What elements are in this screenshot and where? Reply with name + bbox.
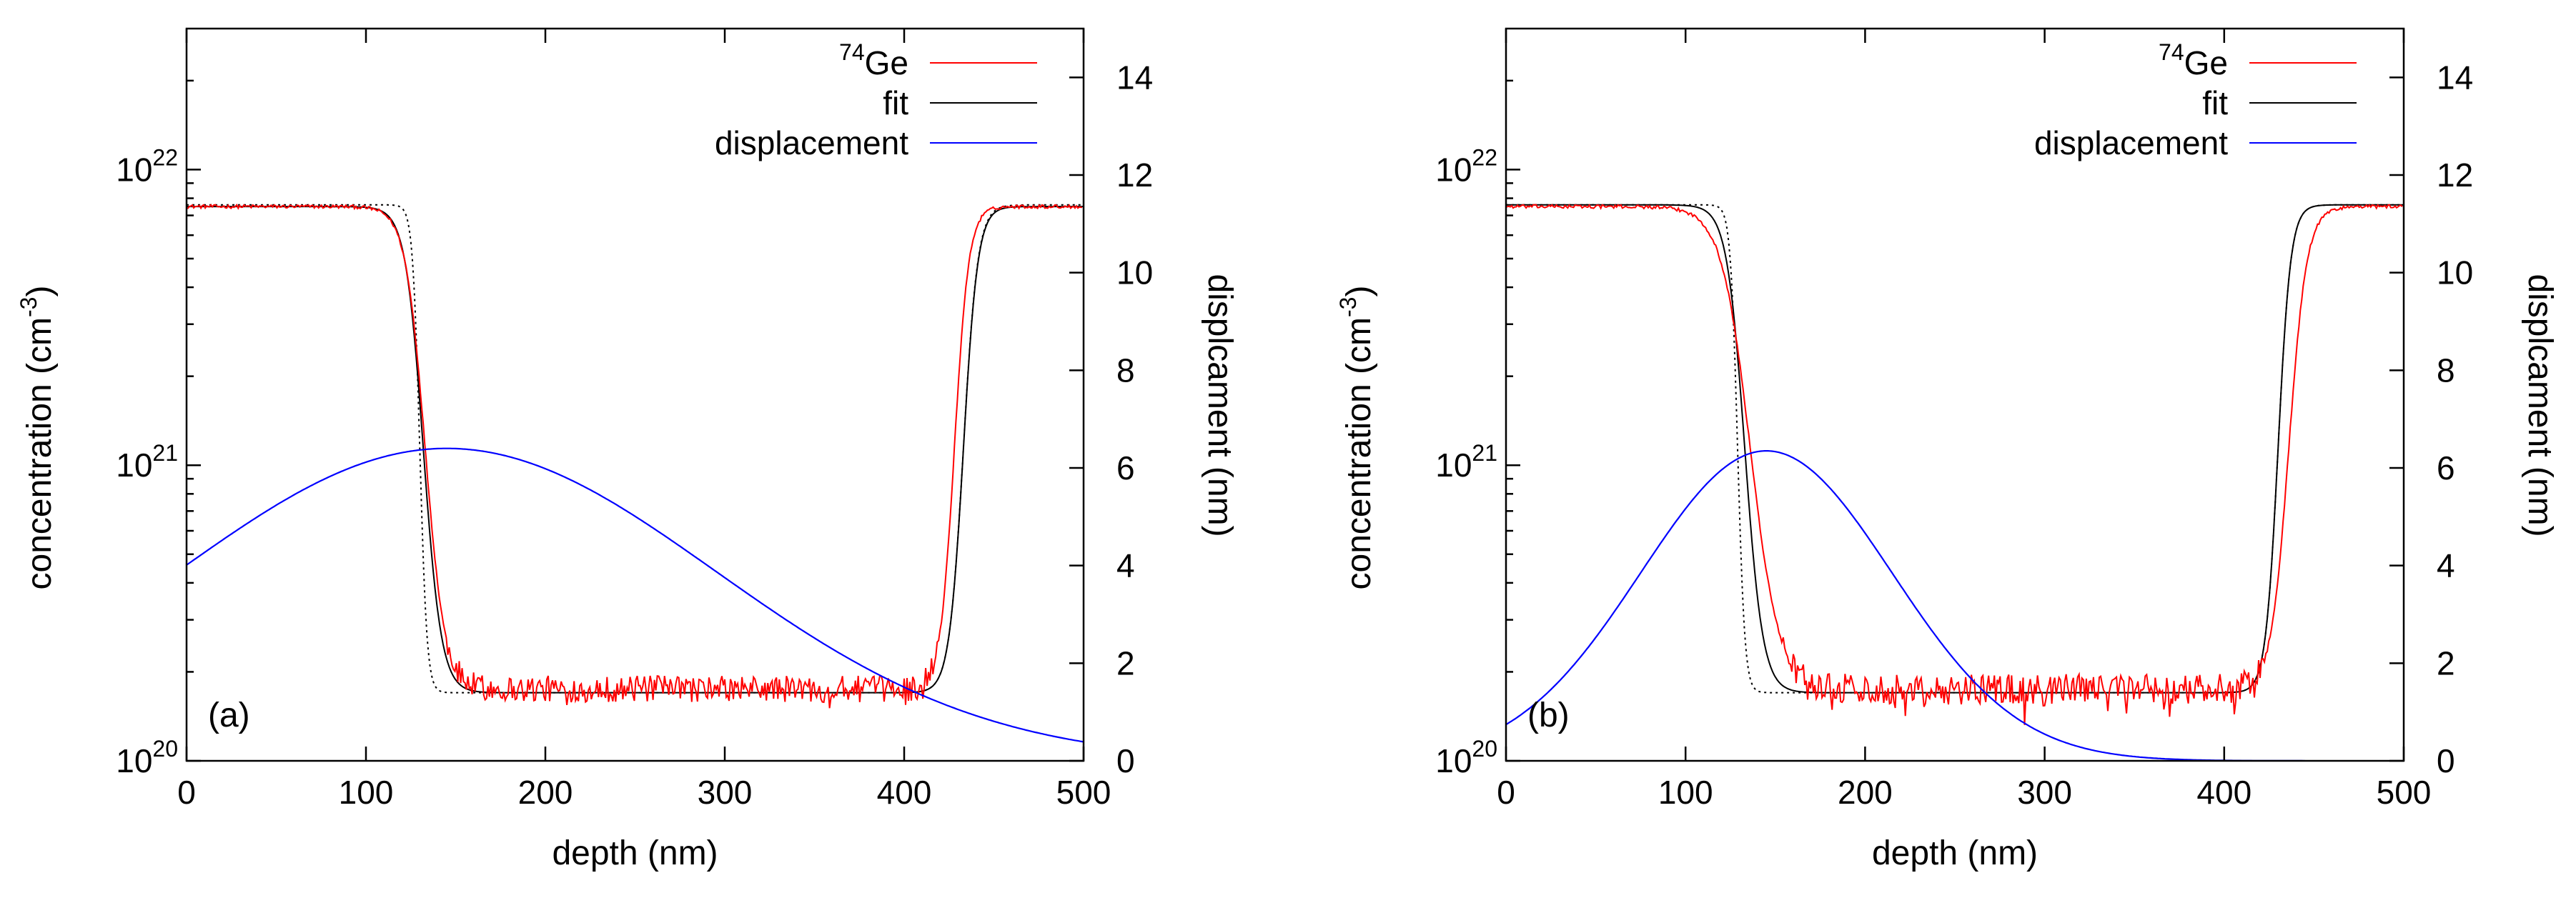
panel-a-y2-tick-label: 8 [1116, 351, 1135, 389]
y-label-text: concentration (cm [21, 317, 59, 590]
panel-a-y-tick-label: 1021 [116, 440, 178, 484]
panel-b-y2-tick-label: 8 [2437, 351, 2455, 389]
panel-b-x-tick-label: 100 [1658, 774, 1713, 811]
panel-b-y-tick-label: 1021 [1435, 440, 1497, 484]
panel-a-y-tick-label: 1020 [116, 736, 178, 779]
panel-a-x-tick-label: 100 [339, 774, 394, 811]
panel-a-y2-axis-label: displcament (nm) [1201, 274, 1239, 537]
tick-base: 10 [1435, 151, 1472, 188]
panel-b-y2-axis-label: displcament (nm) [2521, 274, 2559, 537]
panel-a-y2-tick-label: 0 [1116, 742, 1135, 779]
panel-b-x-tick-label: 500 [2377, 774, 2432, 811]
legend-entry-displacement: displacement [715, 124, 1037, 161]
panel-b-y-tick-label: 1020 [1435, 736, 1497, 779]
tick-exponent: 22 [152, 144, 178, 170]
legend-entry-ge74: 74Ge [839, 39, 1037, 81]
legend-label: displacement [715, 124, 908, 161]
legend-label: 74Ge [839, 39, 908, 81]
panel-b-y2-tick-label: 14 [2437, 59, 2473, 96]
panel-b-x-tick-label: 400 [2196, 774, 2251, 811]
panel-a-plot-frame [185, 27, 1085, 762]
panel-b-y2-tick-label: 0 [2437, 742, 2455, 779]
tick-base: 10 [116, 742, 152, 779]
tick-base: 10 [1435, 742, 1472, 779]
panel-a-ticks [185, 29, 1085, 762]
panel-b-y-tick-label: 1022 [1435, 144, 1497, 188]
panel-a: 0 100 200 300 400 500 1020 1021 1022 0 2… [16, 27, 1239, 872]
panel-b-y2-tick-label: 10 [2437, 254, 2473, 291]
legend-entry-displacement: displacement [2034, 124, 2357, 161]
panel-b-x-tick-label: 300 [2017, 774, 2072, 811]
legend-isotope-mass: 74 [839, 39, 865, 65]
panel-a-label: (a) [208, 697, 250, 734]
tick-exponent: 20 [152, 736, 178, 762]
y-label-exponent: -3 [1335, 297, 1361, 317]
tick-exponent: 22 [1472, 144, 1497, 170]
panel-a-series [187, 204, 1084, 743]
panel-a-y-tick-label: 1022 [116, 144, 178, 188]
tick-exponent: 20 [1472, 736, 1497, 762]
panel-a-x-tick-label: 0 [177, 774, 196, 811]
fit-dotted-line [1506, 204, 2404, 694]
legend-label: fit [2202, 84, 2228, 121]
panel-a-x-axis-label: depth (nm) [552, 834, 718, 872]
ge74-concentration-line [187, 204, 1083, 709]
panel-b-y2-tick-label: 12 [2437, 156, 2473, 194]
panel-b-plot-frame [1505, 27, 2405, 762]
panel-b-y2-tick-label: 4 [2437, 547, 2455, 584]
legend-isotope-mass: 74 [2159, 39, 2184, 65]
panel-a-y2-tick-label: 14 [1116, 59, 1153, 96]
fit-line [1506, 204, 2404, 694]
panel-b-x-tick-label: 0 [1497, 774, 1515, 811]
panel-a-x-tick-label: 200 [518, 774, 573, 811]
legend-entry-fit: fit [2202, 84, 2357, 121]
y-label-close: ) [1340, 286, 1378, 297]
tick-exponent: 21 [1472, 440, 1497, 466]
legend-entry-fit: fit [883, 84, 1037, 121]
panel-b-y-axis-label: concentration (cm-3) [1335, 286, 1378, 590]
panel-a-y2-tick-label: 6 [1116, 449, 1135, 487]
tick-base: 10 [116, 446, 152, 484]
tick-base: 10 [116, 151, 152, 188]
panel-b-ticks [1505, 29, 2405, 762]
tick-exponent: 21 [152, 440, 178, 466]
panel-b-y2-tick-label: 6 [2437, 449, 2455, 487]
panel-a-y2-tick-label: 12 [1116, 156, 1153, 194]
legend-label: 74Ge [2159, 39, 2228, 81]
fit-line [187, 206, 1084, 694]
panel-b: 0 100 200 300 400 500 1020 1021 1022 0 2… [1335, 27, 2559, 872]
displacement-line [1506, 450, 2305, 761]
displacement-line [187, 447, 1084, 743]
tick-base: 10 [1435, 446, 1472, 484]
legend-name: Ge [865, 44, 908, 81]
panel-b-x-tick-label: 200 [1838, 774, 1893, 811]
legend-label: fit [883, 84, 908, 121]
legend-name: Ge [2184, 44, 2228, 81]
panel-b-y2-tick-label: 2 [2437, 644, 2455, 682]
panel-a-y2-tick-label: 4 [1116, 547, 1135, 584]
y-label-text: concentration (cm [1340, 317, 1378, 590]
ge74-concentration-line [1506, 204, 2403, 725]
legend-entry-ge74: 74Ge [2159, 39, 2357, 81]
panel-a-x-tick-label: 400 [877, 774, 932, 811]
y-label-close: ) [21, 286, 59, 297]
panel-a-x-tick-label: 300 [698, 774, 753, 811]
fit-dotted-line [187, 204, 1084, 694]
panel-a-y2-tick-label: 10 [1116, 254, 1153, 291]
panel-b-label: (b) [1527, 697, 1570, 734]
panel-b-series [1506, 204, 2404, 761]
panel-a-x-tick-label: 500 [1056, 774, 1111, 811]
panel-a-y2-tick-label: 2 [1116, 644, 1135, 682]
panel-b-x-axis-label: depth (nm) [1872, 834, 2038, 872]
y-label-exponent: -3 [16, 297, 41, 317]
legend-label: displacement [2034, 124, 2228, 161]
panel-a-y-axis-label: concentration (cm-3) [16, 286, 59, 590]
